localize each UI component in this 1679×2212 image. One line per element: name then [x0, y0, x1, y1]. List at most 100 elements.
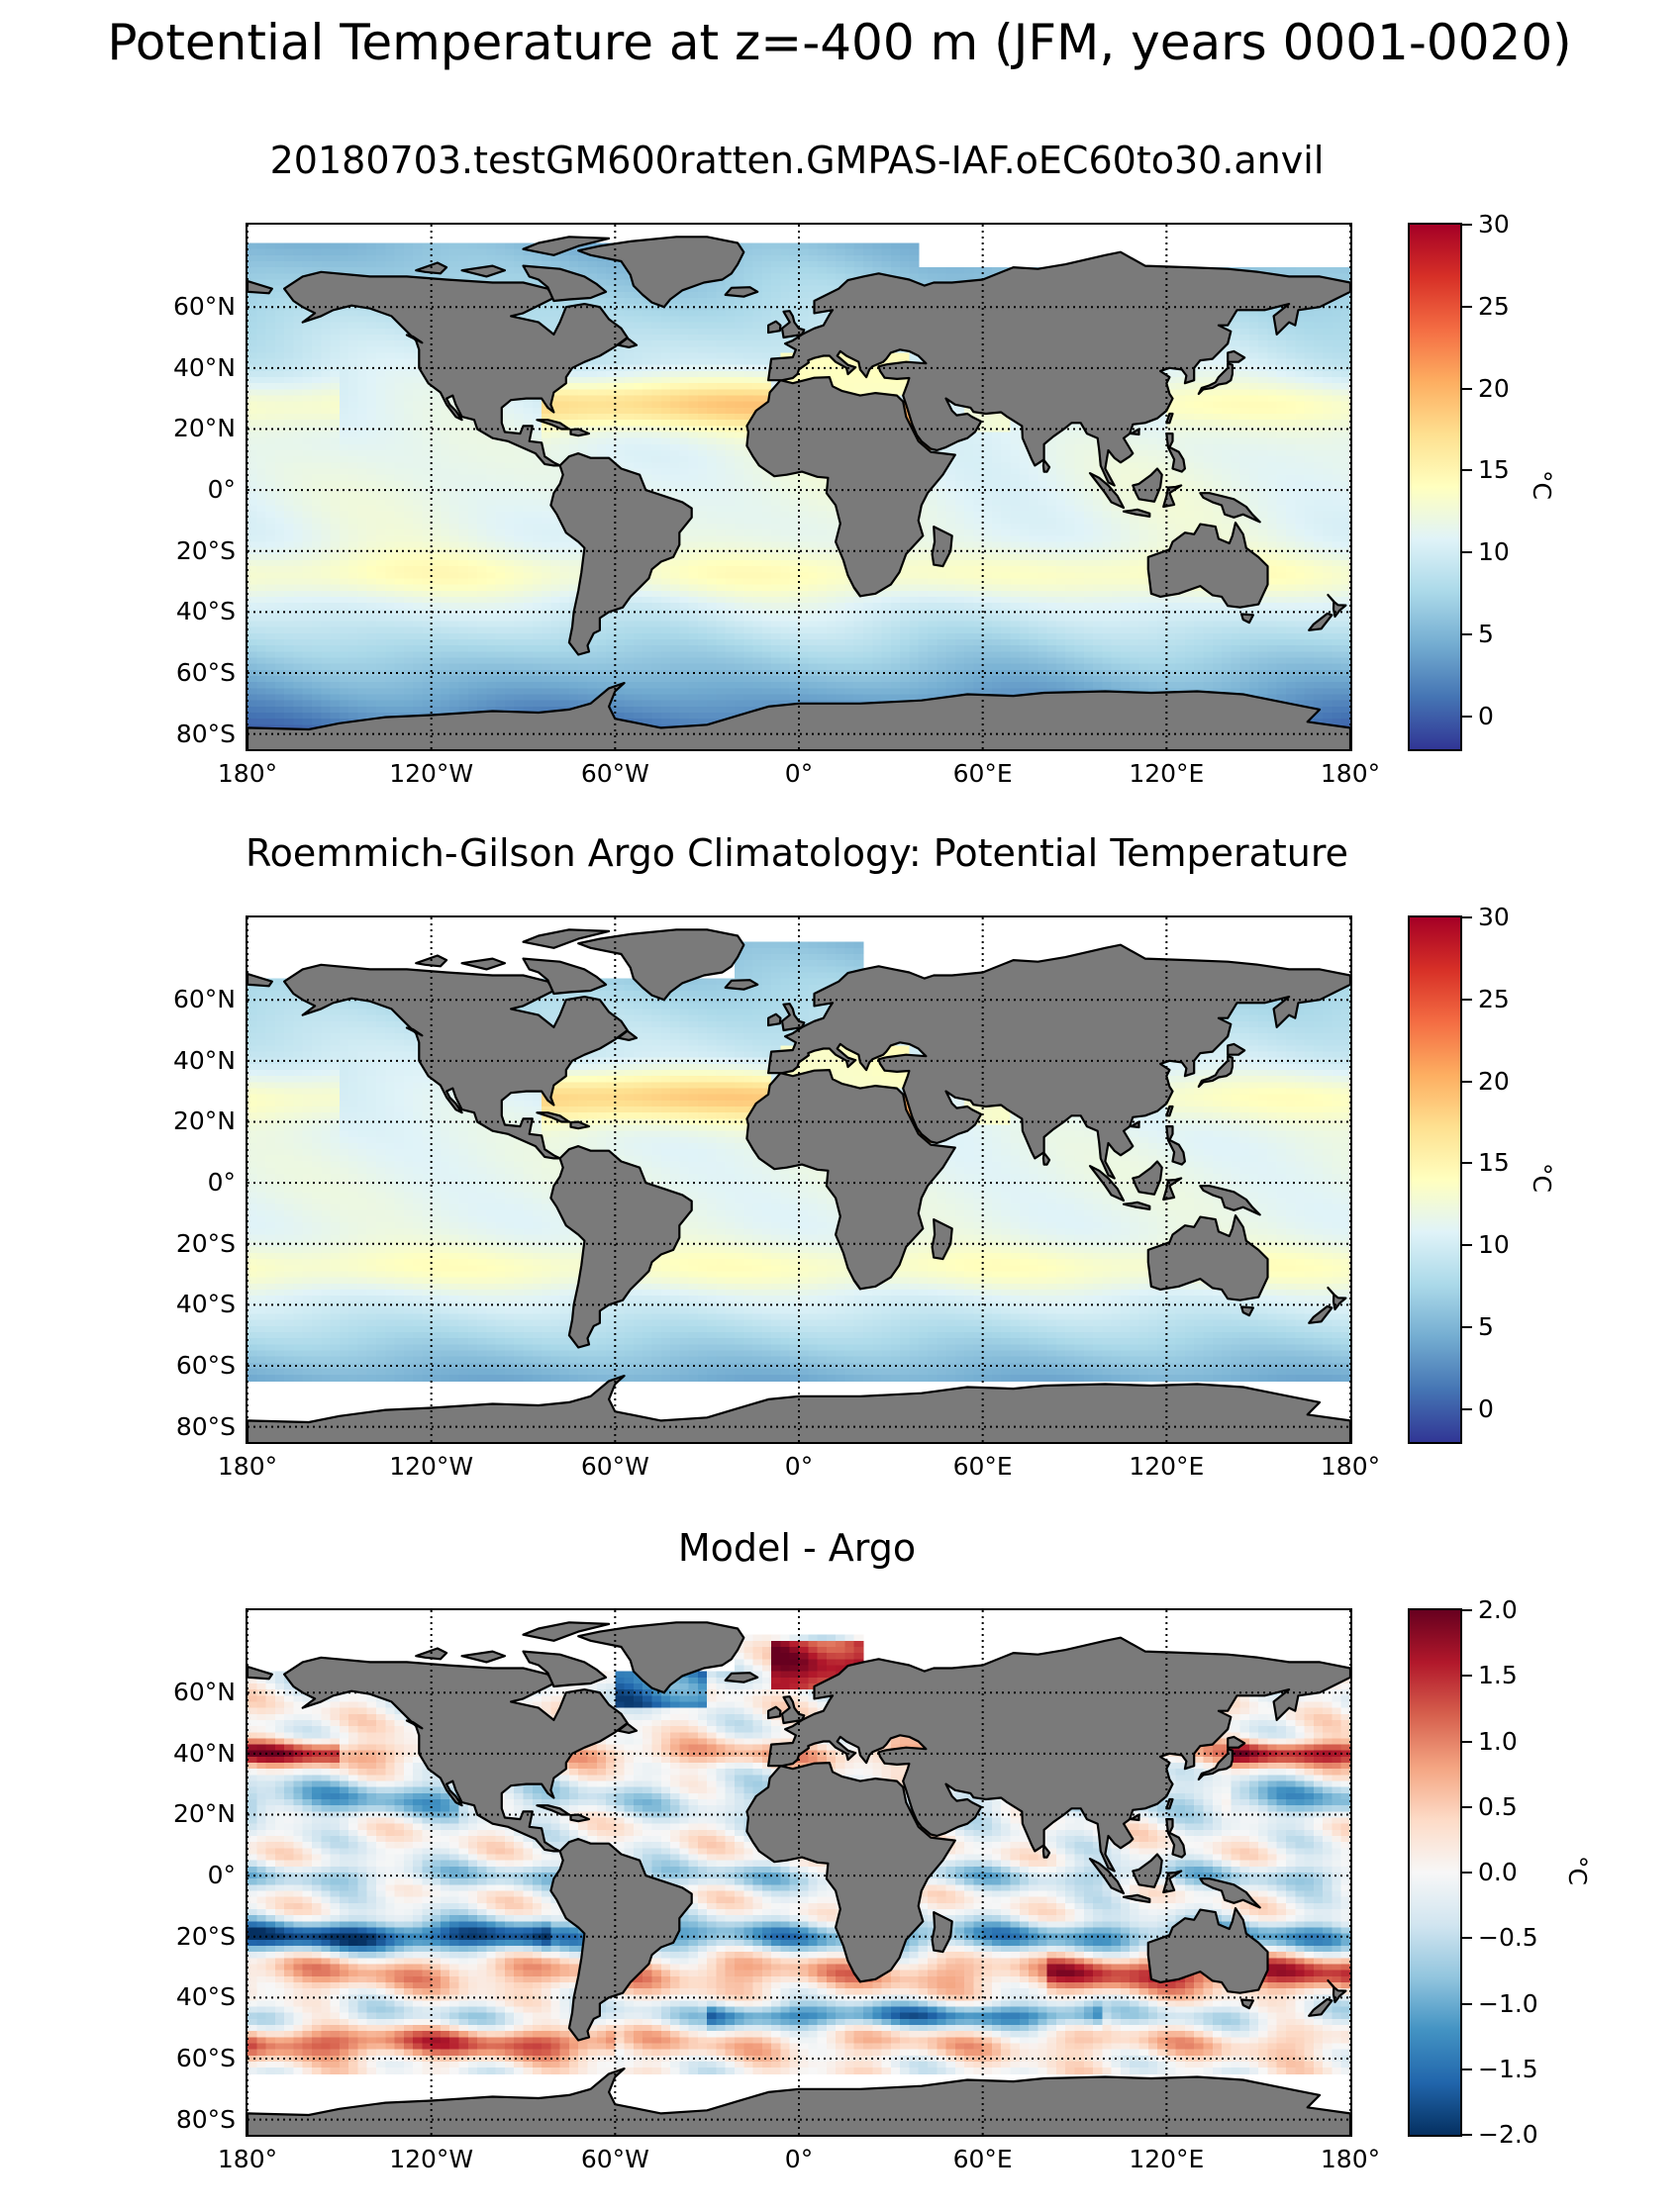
land-polygon — [569, 1120, 591, 1130]
land-polygon — [522, 1650, 608, 1688]
land-polygon — [1132, 1160, 1163, 1196]
map-argo — [246, 915, 1352, 1444]
colorbar-tick — [1462, 305, 1472, 308]
land-polygon — [577, 928, 745, 1002]
colorbar-tick — [1462, 916, 1472, 918]
lon-tick-label: 0° — [730, 2145, 868, 2173]
lon-tick-label: 0° — [730, 759, 868, 788]
land-polygon — [724, 286, 759, 298]
land-polygon — [1165, 1818, 1187, 1859]
colorbar-tick — [1462, 1675, 1472, 1678]
colorbar-tick — [1462, 1407, 1472, 1410]
lon-tick-label: 60°W — [545, 2145, 684, 2173]
lon-tick-label: 180° — [178, 2145, 317, 2173]
land-polygon — [1199, 492, 1261, 524]
map-diff-svg — [247, 1610, 1350, 2135]
land-polygon — [247, 279, 273, 295]
lon-tick-label: 60°W — [545, 1452, 684, 1481]
land-polygon — [522, 928, 611, 949]
land-polygon — [522, 236, 611, 256]
lat-tick-label: 60°S — [147, 658, 236, 687]
lon-tick-label: 120°W — [362, 1452, 501, 1481]
colorbar-model — [1408, 223, 1462, 751]
colorbar-tick — [1462, 387, 1472, 390]
colorbar-tick-label: 5 — [1478, 1312, 1494, 1341]
land-polygon — [1146, 1907, 1269, 1994]
land-polygon — [1088, 1858, 1126, 1895]
land-polygon — [1308, 612, 1333, 631]
land-polygon — [1197, 1055, 1235, 1089]
figure-suptitle: Potential Temperature at z=-400 m (JFM, … — [0, 14, 1679, 71]
land-polygon — [1165, 1797, 1174, 1810]
land-polygon — [931, 526, 953, 568]
colorbar-tick-label: −1.5 — [1478, 2055, 1538, 2083]
land-polygon — [247, 682, 1350, 749]
land-polygon — [569, 428, 591, 437]
colorbar-tick-label: −0.5 — [1478, 1923, 1538, 1952]
land-polygon — [617, 1722, 639, 1735]
land-polygon — [1199, 1185, 1261, 1216]
colorbar-tick-label: 10 — [1478, 1230, 1510, 1259]
colorbar-tick — [1462, 1609, 1472, 1611]
colorbar-unit-label: °C — [1528, 470, 1556, 500]
land-polygon — [852, 1972, 862, 1983]
lat-tick-label: 80°S — [147, 2105, 236, 2134]
lon-tick-label: 180° — [1281, 1452, 1420, 1481]
land-polygon — [1132, 467, 1163, 503]
lon-tick-label: 120°E — [1097, 2145, 1235, 2173]
land-polygon — [617, 1029, 639, 1042]
lon-tick-label: 180° — [1281, 2145, 1420, 2173]
panel-title-model: 20180703.testGM600ratten.GMPAS-IAF.oEC60… — [129, 139, 1465, 182]
land-polygon — [724, 1672, 759, 1683]
colorbar-tick — [1462, 1872, 1472, 1874]
lat-tick-label: 20°S — [147, 1229, 236, 1258]
colorbar-diff — [1408, 1608, 1462, 2137]
land-polygon — [931, 1911, 953, 1954]
land-polygon — [1227, 349, 1246, 363]
colorbar-tick-label: 0 — [1478, 702, 1494, 730]
land-polygon — [1130, 1120, 1140, 1129]
lon-tick-label: 120°W — [362, 759, 501, 788]
lon-tick-label: 180° — [178, 759, 317, 788]
land-polygon — [1162, 1177, 1183, 1202]
colorbar-tick-label: 20 — [1478, 1067, 1510, 1096]
map-diff — [246, 1608, 1352, 2137]
land-polygon — [522, 957, 608, 996]
colorbar-unit-label: °C — [1563, 1856, 1592, 1885]
land-polygon — [780, 310, 806, 339]
colorbar-tick-label: −2.0 — [1478, 2120, 1538, 2149]
colorbar-tick — [1462, 715, 1472, 718]
graticule — [247, 917, 1350, 1442]
land-polygon — [852, 586, 862, 598]
land-polygon — [1327, 1287, 1347, 1311]
colorbar-argo — [1408, 915, 1462, 1444]
land-polygon — [247, 1665, 273, 1681]
land-polygon — [1041, 1844, 1051, 1859]
colorbar-tick-label: 15 — [1478, 455, 1510, 484]
lat-tick-label: 0° — [147, 1168, 236, 1197]
colorbar-tick — [1462, 1805, 1472, 1808]
lat-tick-label: 80°S — [147, 720, 236, 748]
land-polygon — [1327, 594, 1347, 619]
colorbar-tick — [1462, 2002, 1472, 2005]
land-polygon — [1041, 458, 1051, 473]
land-polygon — [1132, 1853, 1163, 1888]
colorbar-tick-label: 0 — [1478, 1395, 1494, 1423]
lat-tick-label: 20°N — [147, 1106, 236, 1135]
land-polygon — [1197, 1748, 1235, 1781]
lon-tick-label: 180° — [178, 1452, 317, 1481]
colorbar-tick-label: 25 — [1478, 985, 1510, 1013]
colorbar-tick-label: 30 — [1478, 903, 1510, 931]
land-polygon — [1227, 1042, 1246, 1056]
land-polygon — [1088, 472, 1126, 510]
land-polygon — [1165, 433, 1187, 473]
colorbar-tick — [1462, 551, 1472, 554]
lat-tick-label: 0° — [147, 475, 236, 504]
lat-tick-label: 80°S — [147, 1412, 236, 1441]
land-polygon — [766, 250, 1350, 487]
land-polygon — [405, 1026, 424, 1037]
lat-tick-label: 60°S — [147, 1351, 236, 1380]
colorbar-tick — [1462, 2134, 1472, 2136]
land-polygon — [569, 1813, 591, 1823]
lat-tick-label: 60°N — [147, 292, 236, 321]
